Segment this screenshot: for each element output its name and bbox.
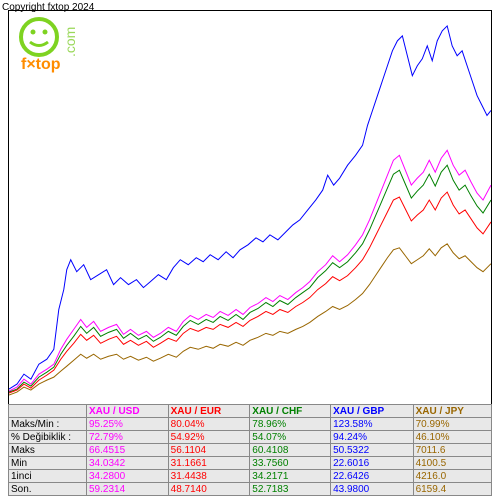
series-eur [9, 192, 491, 393]
statistics-table: XAU / USD XAU / EUR XAU / CHF XAU / GBP … [8, 404, 492, 496]
table-row: Maks66.451556.110460.410850.53227011.6 [9, 444, 492, 457]
col-header: XAU / JPY [413, 405, 491, 418]
table-row: Min34.034231.166133.756022.60164100.5 [9, 457, 492, 470]
col-header: XAU / EUR [168, 405, 250, 418]
price-chart [8, 10, 492, 405]
col-header: XAU / CHF [250, 405, 331, 418]
header-blank [9, 405, 87, 418]
col-header: XAU / USD [87, 405, 169, 418]
table-header-row: XAU / USD XAU / EUR XAU / CHF XAU / GBP … [9, 405, 492, 418]
col-header: XAU / GBP [331, 405, 413, 418]
table-row: Son.59.231448.714052.718343.98006159.4 [9, 483, 492, 496]
table-row: % Değibiklik :72.79%54.92%54.07%94.24%46… [9, 431, 492, 444]
table-row: Maks/Min :95.25%80.04%78.96%123.58%70.99… [9, 418, 492, 431]
table-row: 1inci34.280031.443834.217122.64264216.0 [9, 470, 492, 483]
series-chf [9, 165, 491, 392]
